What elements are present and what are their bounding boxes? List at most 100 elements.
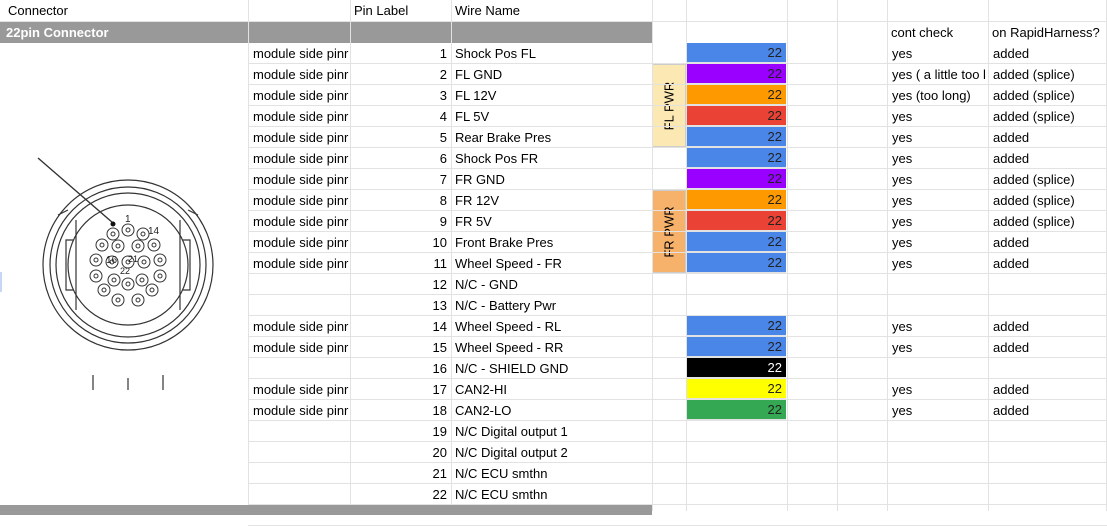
cell-side[interactable]: module side pinr [253,382,349,397]
cell-wire[interactable]: N/C ECU smthn [455,466,548,481]
cell-gauge-swatch[interactable]: 22 [686,43,786,63]
cell-gauge-swatch[interactable]: 22 [686,358,786,378]
cell-wire[interactable]: Wheel Speed - FR [455,256,562,271]
cell-wire[interactable]: Shock Pos FL [455,46,536,61]
cell-side[interactable] [249,463,349,484]
cell-cont-check[interactable]: yes [892,130,913,145]
cell-pin[interactable]: 5 [439,130,447,145]
cell-cont-check[interactable]: yes [892,46,913,61]
cell-side[interactable]: module side pinr [253,214,349,229]
cell-rapidharness[interactable]: added [993,235,1030,250]
cell-cont-check[interactable]: yes ( a little too l [892,67,986,82]
cell-gauge-swatch[interactable]: 22 [686,190,786,210]
cell-cont-check[interactable]: yes [892,256,913,271]
cell-pin[interactable]: 8 [439,193,447,208]
cell-side[interactable] [249,442,349,463]
cell-pin[interactable]: 3 [439,88,447,103]
cell-pin[interactable]: 13 [432,298,447,313]
cell-rapidharness[interactable] [989,358,1106,379]
cell-pin[interactable]: 16 [432,361,447,376]
cell-wire[interactable]: FR 12V [455,193,500,208]
cell-side[interactable]: module side pinr [253,130,349,145]
cell-pin[interactable]: 21 [432,466,447,481]
cell-pin[interactable]: 10 [432,235,447,250]
cell-rapidharness[interactable]: added [993,151,1030,166]
cell-wire[interactable]: Front Brake Pres [455,235,554,250]
cell-side[interactable]: module side pinr [253,88,349,103]
cell-gauge-swatch[interactable]: 22 [686,106,786,126]
cell-pin[interactable]: 4 [439,109,447,124]
cell-side[interactable] [249,295,349,316]
cell-rapidharness[interactable]: added (splice) [993,172,1075,187]
cell-rapidharness[interactable]: added (splice) [993,214,1075,229]
cell-wire[interactable]: N/C - SHIELD GND [455,361,569,376]
cell-cont-check[interactable]: yes (too long) [892,88,971,103]
cell-rapidharness[interactable]: added (splice) [993,109,1075,124]
cell-cont-check[interactable]: yes [892,340,913,355]
cell-rapidharness[interactable]: added (splice) [993,88,1075,103]
cell-side[interactable] [249,484,349,505]
cell-gauge-swatch[interactable]: 22 [686,253,786,273]
cell-cont-check[interactable] [888,421,988,442]
cell-rapidharness[interactable] [989,421,1106,442]
cell-rapidharness[interactable]: added [993,382,1030,397]
cell-gauge-swatch[interactable]: 22 [686,169,786,189]
cell-side[interactable]: module side pinr [253,340,349,355]
cell-wire[interactable]: N/C ECU smthn [455,487,548,502]
cell-pin[interactable]: 11 [433,256,448,271]
cell-cont-check[interactable] [888,442,988,463]
header-wire-name[interactable]: Wire Name [455,3,521,18]
cell-pin[interactable]: 7 [439,172,447,187]
cell-gauge-swatch[interactable]: 22 [686,316,786,336]
cell-side[interactable]: module side pinr [253,256,349,271]
cell-gauge-swatch[interactable]: 22 [686,400,786,420]
cell-wire[interactable]: FL 5V [455,109,490,124]
cell-pin[interactable]: 20 [432,445,447,460]
cell-wire[interactable]: N/C Digital output 1 [455,424,568,439]
cell-cont-check[interactable]: yes [892,235,913,250]
cell-gauge-swatch[interactable]: 22 [686,379,786,399]
cell-gauge-swatch[interactable]: 22 [686,232,786,252]
cell-side[interactable]: module side pinr [253,109,349,124]
cell-pin[interactable]: 9 [439,214,447,229]
cell-wire[interactable]: Shock Pos FR [455,151,539,166]
section-header[interactable]: 22pin Connector [0,22,652,43]
cell-wire[interactable]: FR GND [455,172,505,187]
cell-cont-check[interactable]: yes [892,214,913,229]
next-section-header[interactable] [0,505,652,515]
cell-rapidharness[interactable] [989,463,1106,484]
cell-pin[interactable]: 15 [432,340,447,355]
cell-rapidharness[interactable] [989,442,1106,463]
cell-rapidharness[interactable]: added (splice) [993,193,1075,208]
cell-rapidharness[interactable]: added [993,130,1030,145]
cell-wire[interactable]: FL GND [455,67,503,82]
cell-rapidharness[interactable]: added [993,340,1030,355]
cell-rapidharness[interactable]: added [993,46,1030,61]
cell-rapidharness[interactable]: added [993,319,1030,334]
header-connector[interactable]: Connector [8,3,68,18]
cell-pin[interactable]: 17 [432,382,447,397]
cell-cont-check[interactable] [888,463,988,484]
cell-side[interactable]: module side pinr [253,151,349,166]
cell-side[interactable] [249,274,349,295]
header-cont-check[interactable]: cont check [891,25,954,40]
cell-side[interactable]: module side pinr [253,67,349,82]
cell-cont-check[interactable] [888,295,988,316]
cell-cont-check[interactable]: yes [892,319,913,334]
cell-rapidharness[interactable] [989,274,1106,295]
cell-pin[interactable]: 1 [439,46,447,61]
cell-rapidharness[interactable]: added (splice) [993,67,1075,82]
cell-gauge-swatch[interactable]: 22 [686,85,786,105]
cell-side[interactable]: module side pinr [253,172,349,187]
cell-wire[interactable]: FR 5V [455,214,492,229]
cell-pin[interactable]: 22 [432,487,447,502]
header-pin-label[interactable]: Pin Label [354,3,409,18]
cell-gauge-swatch[interactable]: 22 [686,127,786,147]
cell-gauge-swatch[interactable]: 22 [686,64,786,84]
cell-pin[interactable]: 6 [439,151,447,166]
cell-wire[interactable]: CAN2-LO [455,403,512,418]
cell-side[interactable]: module side pinr [253,403,349,418]
header-on-rapidharness[interactable]: on RapidHarness? [992,25,1100,40]
cell-gauge-swatch[interactable]: 22 [686,211,786,231]
cell-cont-check[interactable]: yes [892,403,913,418]
